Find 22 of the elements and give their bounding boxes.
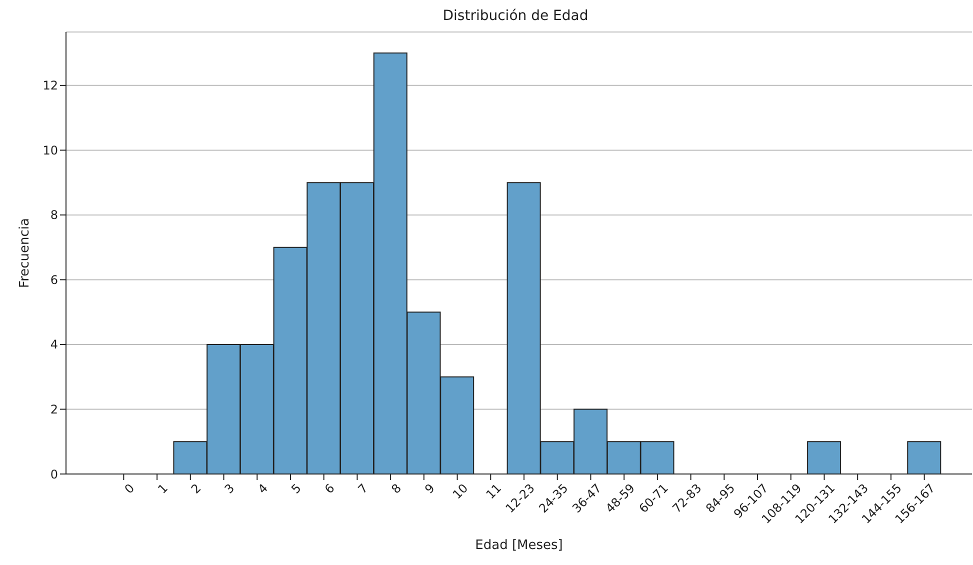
x-tick-label: 7 — [355, 481, 371, 496]
y-tick-label: 2 — [50, 402, 58, 416]
y-tick-label: 6 — [50, 272, 58, 287]
x-tick-label: 0 — [122, 481, 138, 496]
y-tick-label: 0 — [50, 467, 58, 482]
x-tick-label: 3 — [222, 481, 238, 496]
y-tick-label: 4 — [50, 338, 58, 352]
x-axis-title: Edad [Meses] — [475, 538, 563, 553]
x-tick-label: 1 — [155, 481, 170, 496]
chart-title: Distribución de Edad — [442, 8, 590, 24]
x-tick-label: 10 — [450, 481, 471, 502]
x-tick-label: 6 — [322, 481, 338, 496]
y-axis-title: Frecuencia — [18, 218, 33, 288]
y-tick-label: 10 — [42, 143, 58, 158]
x-tick-label: 2 — [188, 481, 204, 496]
x-tick-label: 9 — [422, 481, 438, 496]
x-tick-label: 8 — [388, 481, 404, 496]
y-tick-label: 12 — [42, 78, 58, 93]
x-tick-label: 5 — [288, 481, 304, 496]
x-tick-label: 11 — [483, 481, 504, 502]
x-tick-label: 4 — [255, 481, 271, 496]
y-tick-label: 8 — [50, 208, 58, 222]
